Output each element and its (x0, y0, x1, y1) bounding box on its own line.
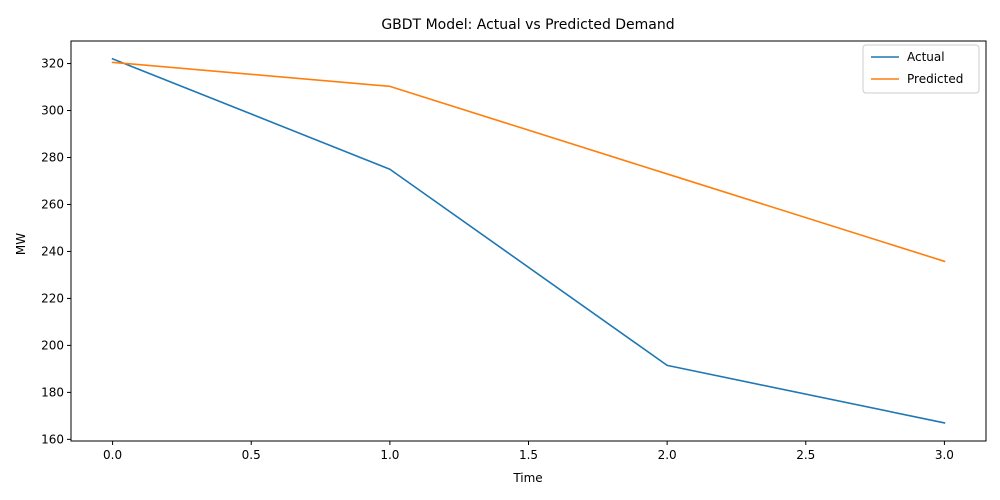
x-tick-label: 0.0 (103, 448, 122, 462)
y-tick-label: 180 (41, 385, 64, 399)
x-tick-label: 2.5 (796, 448, 815, 462)
legend: Actual Predicted (862, 44, 980, 94)
legend-label-predicted: Predicted (907, 72, 963, 86)
series-line-predicted (111, 61, 946, 263)
y-tick-label: 240 (41, 244, 64, 258)
legend-label-actual: Actual (907, 50, 945, 64)
y-tick-label: 300 (41, 104, 64, 118)
y-axis-label: MW (14, 233, 28, 255)
chart-title: GBDT Model: Actual vs Predicted Demand (381, 17, 674, 33)
y-tick-label: 280 (41, 151, 64, 165)
y-tick-label: 220 (41, 291, 64, 305)
y-tick-label: 200 (41, 338, 64, 352)
y-tick-label: 160 (41, 432, 64, 446)
x-tick-label: 2.0 (658, 448, 677, 462)
x-tick-label: 0.5 (242, 448, 261, 462)
y-tick-label: 260 (41, 197, 64, 211)
plot-area: 0.0 0.5 1.0 1.5 2.0 2.5 3.0 160 180 200 220 240 260 2… (41, 40, 987, 462)
series-line-actual (111, 57, 946, 424)
x-tick-label: 1.0 (380, 448, 399, 462)
axes-frame (70, 40, 987, 442)
x-tick-label: 3.0 (935, 448, 954, 462)
y-tick-label: 320 (41, 57, 64, 71)
x-tick-label: 1.5 (519, 448, 538, 462)
x-axis-label: Time (512, 471, 542, 485)
